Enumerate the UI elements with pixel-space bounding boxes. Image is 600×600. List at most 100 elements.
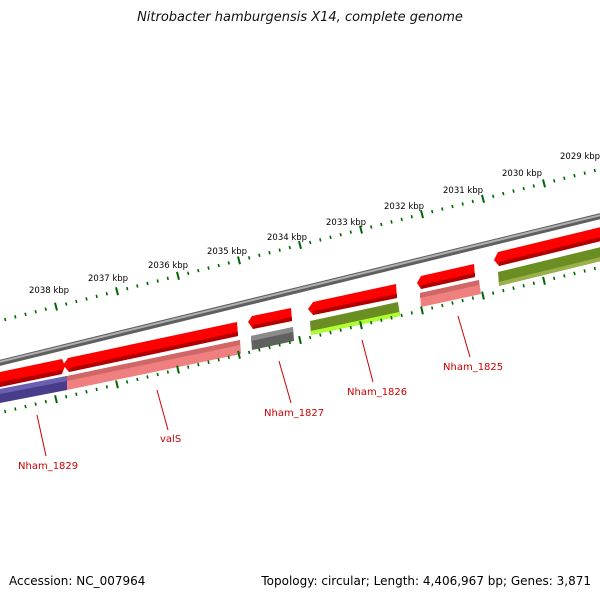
- gene-forward-1824-shade: [499, 237, 600, 266]
- lower-track-minor-tick: [126, 380, 129, 384]
- scale-track-minor-tick: [410, 215, 413, 219]
- lower-track-major-tick: [298, 335, 302, 345]
- lower-track-minor-tick: [34, 402, 37, 406]
- scale-track-minor-tick: [349, 230, 352, 234]
- lower-track-minor-tick: [136, 377, 139, 382]
- scale-track-major-tick: [359, 225, 363, 234]
- scale-track-minor-tick: [136, 284, 139, 288]
- scale-label-2029: 2029 kbp: [560, 152, 600, 162]
- lower-track-minor-tick: [258, 348, 261, 352]
- lower-track-minor-tick: [278, 343, 281, 347]
- lower-track-minor-tick: [187, 365, 190, 369]
- gene-label-1826[interactable]: Nham_1826: [347, 387, 407, 398]
- feature-lime-1826: [311, 312, 400, 335]
- scale-track-minor-tick: [44, 307, 47, 311]
- scale-label-2036: 2036 kbp: [148, 261, 188, 271]
- lower-track-minor-tick: [95, 387, 98, 392]
- genome-summary-text: Topology: circular; Length: 4,406,967 bp…: [261, 574, 591, 588]
- lower-track-minor-tick: [573, 271, 576, 276]
- scale-track-major-tick: [115, 287, 119, 296]
- gene-label-1827[interactable]: Nham_1827: [264, 408, 324, 419]
- scale-track-minor-tick: [309, 240, 312, 245]
- lower-track-minor-tick: [146, 375, 149, 379]
- lower-track-minor-tick: [309, 335, 312, 340]
- gene-forward-1826[interactable]: [308, 284, 397, 315]
- forward-strand-track: [0, 226, 600, 387]
- scale-track-minor-tick: [370, 225, 373, 229]
- lower-track-major-tick: [176, 365, 180, 374]
- lower-track-minor-tick: [197, 362, 200, 367]
- lower-track-minor-tick: [24, 404, 27, 409]
- scale-track-minor-tick: [339, 233, 342, 237]
- gene-label-1825[interactable]: Nham_1825: [443, 362, 503, 373]
- lower-track-major-tick: [115, 380, 119, 389]
- scale-track-minor-tick: [532, 184, 535, 188]
- lower-track-minor-tick: [390, 316, 393, 320]
- lower-track-minor-tick: [4, 409, 7, 414]
- scale-track-minor-tick: [227, 261, 230, 265]
- scale-track-minor-tick: [24, 312, 27, 317]
- lower-track-minor-tick: [166, 370, 169, 374]
- accession-text: Accession: NC_007964: [9, 574, 146, 588]
- lower-track-minor-tick: [227, 355, 230, 359]
- lower-track-major-tick: [359, 321, 363, 330]
- gene-forward-1824[interactable]: [494, 226, 600, 266]
- lower-track-major-tick: [237, 350, 241, 359]
- lower-track-major-tick: [420, 306, 424, 315]
- scale-track-minor-tick: [95, 294, 98, 299]
- gene-forward-1828[interactable]: [63, 322, 238, 372]
- scale-label-2034: 2034 kbp: [267, 233, 307, 243]
- scale-label-2035: 2035 kbp: [207, 247, 247, 257]
- lower-track-minor-tick: [248, 350, 251, 355]
- lower-track-minor-tick: [85, 390, 88, 394]
- lower-track-minor-tick: [522, 284, 525, 288]
- gene-forward-1827[interactable]: [248, 308, 292, 329]
- scale-track-major-tick: [54, 302, 58, 311]
- lower-track-minor-tick: [471, 296, 474, 300]
- gene-forward-1827-shade: [253, 317, 292, 329]
- scale-track-minor-tick: [248, 256, 251, 260]
- lower-track-minor-tick: [502, 288, 505, 293]
- map-title: Nitrobacter hamburgensis X14, complete g…: [137, 10, 463, 25]
- gene-forward-1829-shade: [0, 370, 62, 387]
- scale-track-minor-tick: [573, 173, 576, 178]
- scale-track-minor-tick: [329, 235, 332, 240]
- scale-track-minor-tick: [471, 199, 474, 204]
- scale-track-minor-tick: [522, 186, 525, 191]
- scale-track-minor-tick: [146, 281, 149, 286]
- gene-label-1829[interactable]: Nham_1829: [18, 461, 78, 472]
- lower-track-minor-tick: [65, 395, 68, 399]
- scale-track-minor-tick: [187, 271, 190, 275]
- lower-track-minor-tick: [512, 286, 515, 290]
- scale-track-minor-tick: [166, 276, 169, 281]
- scale-track-minor-tick: [75, 299, 78, 304]
- leader-line-vals: [156, 389, 169, 431]
- gene-label-group: Nham_1825 Nham_1826 Nham_1827 valS Nham_…: [18, 315, 503, 472]
- feature-pink-1825-dark: [420, 280, 479, 298]
- scale-label-2031: 2031 kbp: [443, 186, 483, 196]
- gene-label-vals[interactable]: valS: [160, 434, 181, 445]
- scale-track-minor-tick: [288, 245, 291, 250]
- scale-label-2033: 2033 kbp: [326, 218, 366, 228]
- lower-track-minor-tick: [217, 358, 220, 362]
- scale-track-minor-tick: [451, 204, 454, 209]
- gene-forward-1828-shade: [69, 332, 238, 372]
- scale-track-minor-tick: [85, 297, 88, 301]
- scale-track: [4, 168, 596, 322]
- scale-track-minor-tick: [14, 315, 17, 319]
- lower-track-minor-tick: [44, 399, 47, 404]
- scale-track-minor-tick: [126, 286, 129, 291]
- scale-track-minor-tick: [492, 194, 495, 198]
- scale-track-minor-tick: [319, 238, 322, 242]
- lower-track-minor-tick: [288, 340, 291, 345]
- lower-track-minor-tick: [593, 266, 596, 271]
- lower-track-major-tick: [481, 291, 485, 300]
- scale-track-minor-tick: [34, 310, 37, 314]
- scale-labels: 2029 kbp 2030 kbp 2031 kbp 2032 kbp 2033…: [29, 152, 600, 296]
- lower-track-minor-tick: [207, 360, 210, 364]
- scale-label-2037: 2037 kbp: [88, 274, 128, 284]
- lower-track-minor-tick: [329, 330, 332, 335]
- feature-purple-light: [0, 376, 67, 395]
- genome-backbone-highlight: [0, 214, 600, 363]
- scale-track-minor-tick: [197, 268, 200, 273]
